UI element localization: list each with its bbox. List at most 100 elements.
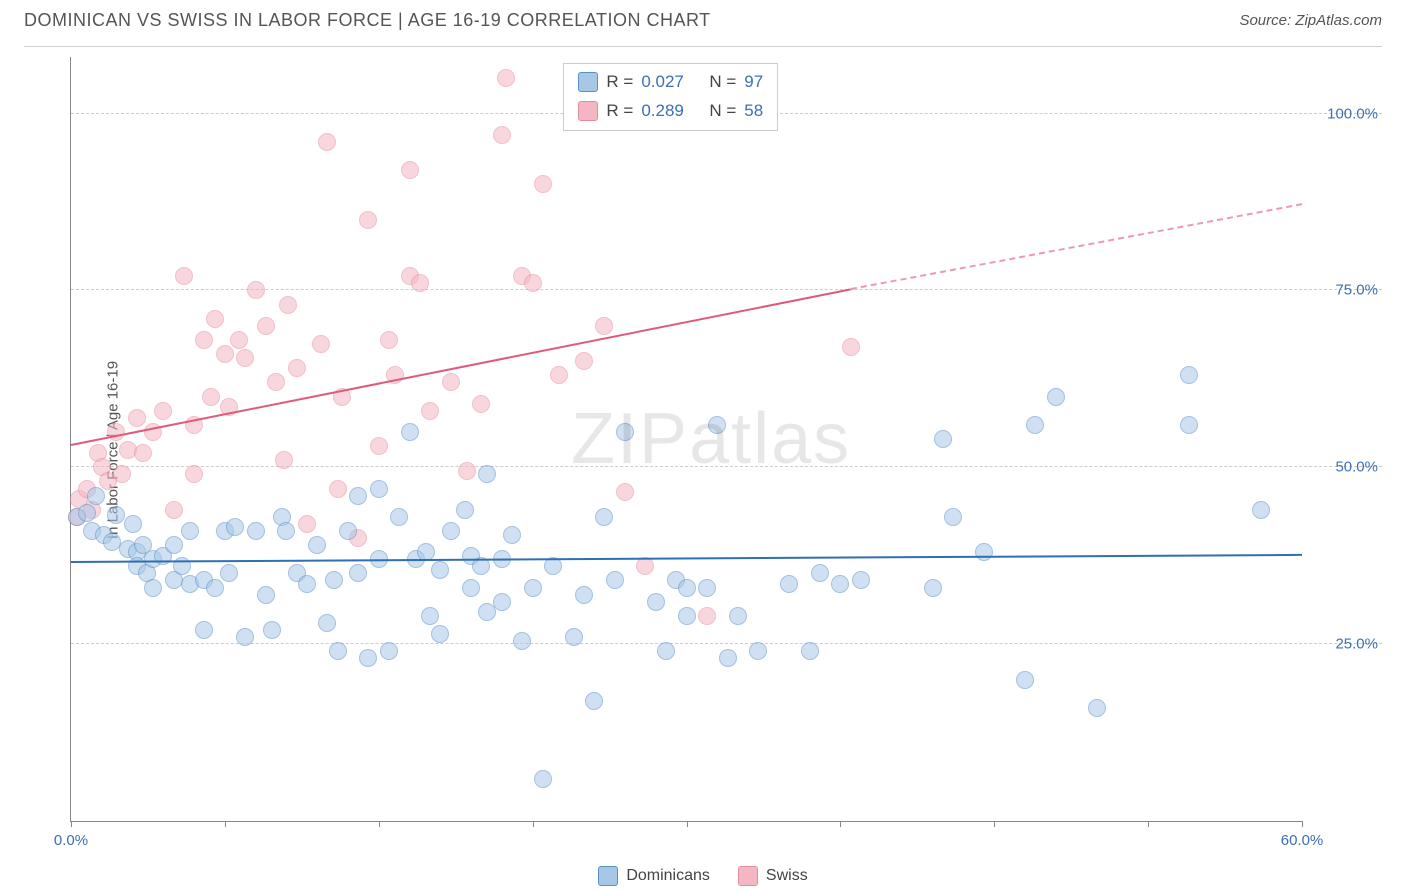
scatter-point-dominicans xyxy=(565,628,583,646)
scatter-point-swiss xyxy=(497,69,515,87)
chart-title: DOMINICAN VS SWISS IN LABOR FORCE | AGE … xyxy=(24,10,711,31)
scatter-point-swiss xyxy=(154,402,172,420)
scatter-point-swiss xyxy=(550,366,568,384)
x-tick-label: 0.0% xyxy=(54,832,88,849)
scatter-point-swiss xyxy=(230,331,248,349)
scatter-point-swiss xyxy=(401,161,419,179)
scatter-point-swiss xyxy=(216,345,234,363)
scatter-point-dominicans xyxy=(924,579,942,597)
x-tick xyxy=(1148,821,1149,827)
scatter-point-dominicans xyxy=(380,642,398,660)
scatter-point-dominicans xyxy=(647,593,665,611)
scatter-point-dominicans xyxy=(1026,416,1044,434)
chart-area: In Labor Force | Age 16-19 ZIPatlas R = … xyxy=(24,46,1382,852)
x-tick xyxy=(533,821,534,827)
scatter-point-swiss xyxy=(370,437,388,455)
scatter-point-swiss xyxy=(698,607,716,625)
scatter-point-dominicans xyxy=(78,504,96,522)
scatter-point-dominicans xyxy=(678,607,696,625)
scatter-point-swiss xyxy=(442,373,460,391)
scatter-point-swiss xyxy=(312,335,330,353)
scatter-point-swiss xyxy=(842,338,860,356)
scatter-point-swiss xyxy=(247,281,265,299)
gridline xyxy=(71,643,1382,644)
scatter-point-dominicans xyxy=(493,593,511,611)
scatter-point-swiss xyxy=(128,409,146,427)
y-tick-label: 100.0% xyxy=(1327,105,1378,122)
x-tick xyxy=(71,821,72,827)
scatter-point-dominicans xyxy=(206,579,224,597)
scatter-point-dominicans xyxy=(257,586,275,604)
scatter-point-dominicans xyxy=(263,621,281,639)
scatter-point-dominicans xyxy=(431,625,449,643)
scatter-point-dominicans xyxy=(503,526,521,544)
scatter-point-swiss xyxy=(524,274,542,292)
scatter-point-dominicans xyxy=(359,649,377,667)
gridline xyxy=(71,289,1382,290)
scatter-point-dominicans xyxy=(616,423,634,441)
scatter-point-dominicans xyxy=(678,579,696,597)
scatter-point-swiss xyxy=(288,359,306,377)
scatter-point-dominicans xyxy=(462,579,480,597)
y-tick-label: 25.0% xyxy=(1335,636,1378,653)
trend-line-swiss-extrapolated xyxy=(850,204,1302,291)
scatter-point-swiss xyxy=(134,444,152,462)
scatter-point-swiss xyxy=(113,465,131,483)
scatter-point-swiss xyxy=(472,395,490,413)
scatter-point-swiss xyxy=(595,317,613,335)
scatter-point-dominicans xyxy=(852,571,870,589)
scatter-point-swiss xyxy=(421,402,439,420)
scatter-point-dominicans xyxy=(124,515,142,533)
scatter-point-dominicans xyxy=(329,642,347,660)
scatter-point-dominicans xyxy=(226,518,244,536)
scatter-point-dominicans xyxy=(165,536,183,554)
scatter-point-dominicans xyxy=(1180,366,1198,384)
scatter-point-swiss xyxy=(493,126,511,144)
legend-item-swiss: Swiss xyxy=(738,866,808,886)
scatter-point-dominicans xyxy=(575,586,593,604)
n-label-b: N = xyxy=(709,97,736,126)
scatter-point-swiss xyxy=(236,349,254,367)
scatter-point-dominicans xyxy=(401,423,419,441)
scatter-point-dominicans xyxy=(831,575,849,593)
scatter-point-dominicans xyxy=(729,607,747,625)
scatter-point-dominicans xyxy=(339,522,357,540)
r-value-a: 0.027 xyxy=(641,68,684,97)
stats-row-b: R = 0.289 N = 58 xyxy=(578,97,763,126)
scatter-point-swiss xyxy=(575,352,593,370)
swatch-swiss xyxy=(578,101,598,121)
scatter-point-dominicans xyxy=(585,692,603,710)
scatter-point-dominicans xyxy=(107,506,125,524)
legend-item-dominicans: Dominicans xyxy=(598,866,710,886)
legend-label-swiss: Swiss xyxy=(766,867,808,885)
scatter-point-swiss xyxy=(257,317,275,335)
scatter-point-dominicans xyxy=(595,508,613,526)
scatter-point-dominicans xyxy=(349,487,367,505)
scatter-point-swiss xyxy=(275,451,293,469)
x-tick-label: 60.0% xyxy=(1281,832,1324,849)
scatter-point-swiss xyxy=(165,501,183,519)
scatter-point-swiss xyxy=(175,267,193,285)
scatter-point-dominicans xyxy=(195,621,213,639)
scatter-point-swiss xyxy=(636,557,654,575)
scatter-point-dominicans xyxy=(431,561,449,579)
scatter-point-swiss xyxy=(616,483,634,501)
legend-swatch-dominicans xyxy=(598,866,618,886)
scatter-point-dominicans xyxy=(811,564,829,582)
scatter-point-dominicans xyxy=(456,501,474,519)
scatter-point-swiss xyxy=(298,515,316,533)
scatter-point-dominicans xyxy=(349,564,367,582)
n-value-b: 58 xyxy=(744,97,763,126)
scatter-point-swiss xyxy=(318,133,336,151)
source-label: Source: ZipAtlas.com xyxy=(1239,12,1382,29)
scatter-point-swiss xyxy=(359,211,377,229)
scatter-point-dominicans xyxy=(478,465,496,483)
scatter-point-swiss xyxy=(279,296,297,314)
scatter-point-dominicans xyxy=(298,575,316,593)
scatter-point-dominicans xyxy=(1016,671,1034,689)
scatter-point-dominicans xyxy=(236,628,254,646)
scatter-point-swiss xyxy=(195,331,213,349)
legend-swatch-swiss xyxy=(738,866,758,886)
stats-row-a: R = 0.027 N = 97 xyxy=(578,68,763,97)
scatter-point-dominicans xyxy=(524,579,542,597)
